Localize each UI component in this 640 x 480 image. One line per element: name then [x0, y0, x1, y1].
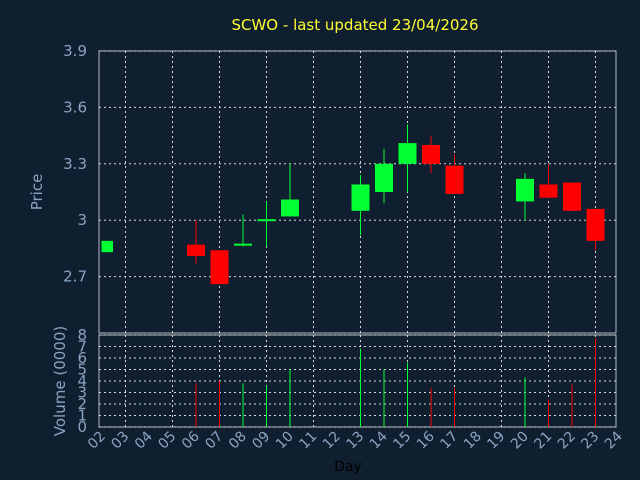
price-plot-frame — [98, 50, 617, 334]
volume-axis-label: Volume (0000) — [51, 326, 69, 436]
candle-15 — [398, 124, 417, 192]
x-tick-label: 09 — [249, 429, 273, 453]
x-tick-label: 05 — [155, 429, 179, 453]
volume-tick-label: 4 — [77, 372, 87, 390]
x-tick-label: 22 — [555, 429, 579, 453]
volume-tick-label: 3 — [77, 384, 87, 402]
candle-22 — [563, 182, 581, 211]
candle-body — [281, 199, 299, 217]
candle-body — [351, 184, 370, 211]
candle-09 — [257, 201, 276, 247]
candle-17 — [445, 154, 464, 194]
price-tick-label: 3.6 — [63, 98, 87, 116]
candle-body — [398, 143, 417, 164]
x-tick-label: 11 — [296, 429, 320, 453]
candle-body — [234, 243, 252, 246]
price-tick-label: 3.9 — [63, 42, 87, 60]
price-y-ticks: 2.7 3 3.3 3.6 3.9 — [63, 42, 87, 286]
candle-10 — [281, 163, 299, 217]
x-tick-label: 17 — [437, 429, 461, 453]
candle-body — [375, 163, 393, 192]
volume-bars — [195, 338, 596, 427]
x-tick-label: 24 — [602, 428, 626, 452]
x-tick-label: 02 — [85, 429, 109, 453]
x-tick-label: 06 — [179, 428, 203, 452]
volume-grid — [99, 334, 616, 428]
volume-tick-label: 0 — [77, 418, 87, 436]
candle-body — [187, 244, 205, 256]
volume-tick-label: 2 — [77, 395, 87, 413]
candle-23 — [586, 208, 605, 251]
volume-tick-label: 5 — [77, 361, 87, 379]
price-panel: 2.7 3 3.3 3.6 3.9 Price — [28, 42, 617, 334]
x-tick-label: 23 — [578, 429, 602, 453]
candle-body — [586, 208, 605, 241]
chart-title: SCWO - last updated 23/04/2026 — [231, 16, 478, 34]
candle-body — [210, 250, 229, 285]
candle-02 — [101, 240, 113, 253]
volume-plot-frame — [98, 334, 617, 428]
candle-body — [445, 165, 464, 194]
candle-21 — [539, 163, 558, 198]
x-tick-label: 16 — [414, 428, 438, 452]
x-tick-label: 04 — [132, 428, 156, 452]
candles — [101, 124, 605, 285]
x-tick-label: 19 — [484, 429, 508, 453]
volume-tick-label: 8 — [77, 326, 87, 344]
candle-body — [516, 178, 534, 202]
candle-body — [102, 240, 113, 253]
x-tick-label: 08 — [226, 429, 250, 453]
candle-07 — [210, 250, 229, 285]
x-tick-label: 12 — [320, 429, 344, 453]
x-tick-label: 03 — [108, 429, 132, 453]
candle-body — [257, 219, 276, 222]
volume-tick-label: 1 — [77, 407, 87, 425]
x-tick-label: 10 — [273, 429, 297, 453]
x-tick-label: 18 — [461, 429, 485, 453]
x-tick-label: 15 — [390, 429, 414, 453]
x-tick-label: 07 — [202, 429, 226, 453]
candle-06 — [187, 220, 205, 264]
candle-13 — [351, 175, 370, 236]
volume-tick-label: 7 — [77, 338, 87, 356]
price-tick-label: 3.3 — [63, 155, 87, 173]
candle-body — [563, 182, 581, 211]
candle-08 — [234, 214, 252, 247]
x-tick-label: 13 — [343, 429, 367, 453]
price-tick-label: 2.7 — [63, 268, 87, 286]
price-grid — [99, 50, 616, 333]
candle-body — [422, 145, 440, 164]
candle-16 — [422, 135, 440, 174]
price-axis-label: Price — [28, 174, 46, 211]
candle-20 — [516, 173, 534, 221]
x-tick-label: 21 — [531, 429, 555, 453]
x-ticks: 02 03 04 05 06 07 08 09 10 11 12 13 14 15 16 17 18 19 20 21… — [85, 428, 626, 452]
price-tick-label: 3 — [77, 211, 87, 229]
candle-14 — [375, 148, 393, 204]
x-axis-label: Day — [334, 459, 362, 475]
x-tick-label: 20 — [508, 429, 532, 453]
x-tick-label: 14 — [367, 428, 391, 452]
candle-body — [539, 184, 558, 198]
volume-tick-label: 6 — [77, 349, 87, 367]
